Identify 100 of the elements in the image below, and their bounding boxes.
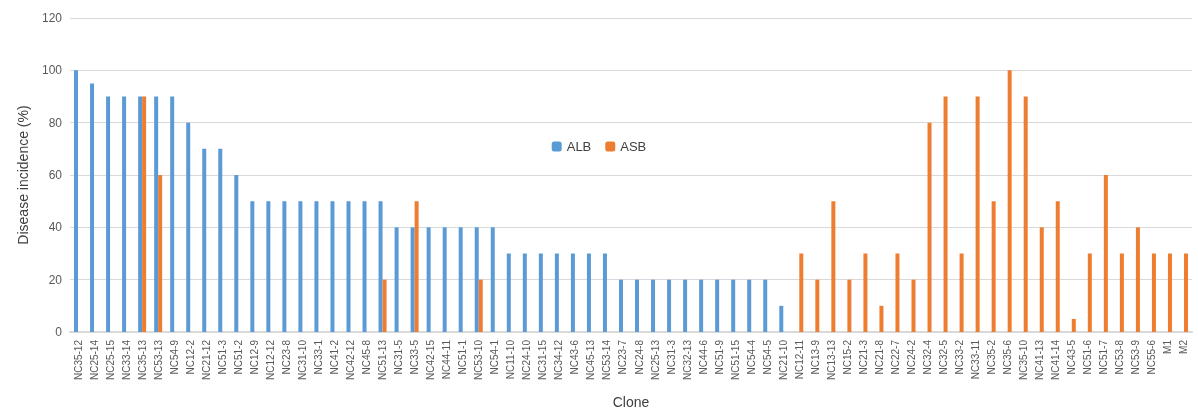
bar bbox=[330, 201, 335, 332]
x-tick-label: NC24-8 bbox=[633, 339, 645, 375]
bar bbox=[458, 227, 463, 332]
x-tick-label: NC12-2 bbox=[184, 339, 196, 375]
bar bbox=[154, 96, 159, 332]
x-tick-label: NC51-6 bbox=[1082, 339, 1094, 375]
bar bbox=[747, 279, 752, 332]
x-tick-label: NC11-10 bbox=[505, 339, 517, 380]
bar bbox=[234, 175, 239, 332]
x-tick-label: NC33-1 bbox=[312, 339, 324, 375]
bar bbox=[799, 253, 804, 332]
x-tick-label: NC44-11 bbox=[441, 339, 453, 380]
x-tick-label: NC51-2 bbox=[232, 339, 244, 375]
bar bbox=[90, 83, 95, 332]
bar bbox=[346, 201, 351, 332]
x-tick-label: NC12-12 bbox=[264, 339, 276, 381]
bar bbox=[1103, 175, 1108, 332]
y-axis-title: Disease incidence (%) bbox=[15, 105, 31, 245]
x-tick-label: NC21-10 bbox=[777, 339, 789, 381]
x-tick-label: NC32-5 bbox=[938, 339, 950, 375]
bar bbox=[943, 96, 948, 332]
bar bbox=[394, 227, 399, 332]
x-tick-label: NC31-15 bbox=[537, 339, 549, 381]
bar bbox=[202, 148, 207, 332]
x-tick-label: NC42-12 bbox=[345, 339, 356, 381]
x-tick-label: NC53-8 bbox=[1114, 339, 1126, 375]
x-tick-label: NC32-13 bbox=[681, 339, 693, 381]
x-tick-label: NC45-13 bbox=[585, 339, 597, 381]
bar bbox=[414, 201, 419, 332]
bar bbox=[1183, 253, 1188, 332]
bar bbox=[474, 227, 479, 332]
y-tick-label: 100 bbox=[41, 63, 63, 78]
bar bbox=[158, 175, 163, 332]
bar bbox=[298, 201, 303, 332]
bar bbox=[1087, 253, 1092, 332]
x-tick-label: NC53-9 bbox=[1130, 339, 1142, 375]
x-tick-label: NC53-10 bbox=[473, 339, 485, 381]
bar bbox=[1119, 253, 1124, 332]
bar bbox=[1039, 227, 1044, 332]
x-tick-label: NC32-4 bbox=[922, 339, 934, 375]
x-tick-label: NC41-2 bbox=[328, 339, 340, 375]
x-tick-label: NC35-2 bbox=[986, 339, 998, 375]
x-tick-label: NC23-7 bbox=[617, 339, 629, 375]
bar bbox=[651, 279, 656, 332]
x-tick-label: NC33-11 bbox=[970, 339, 982, 380]
x-tick-label: NC53-13 bbox=[152, 339, 164, 381]
x-tick-label: NC33-2 bbox=[954, 339, 966, 375]
x-tick-label: NC15-2 bbox=[841, 339, 853, 375]
y-tick-label: 120 bbox=[41, 11, 63, 25]
x-tick-label: NC31-5 bbox=[393, 339, 405, 375]
x-axis-title: Clone bbox=[612, 394, 650, 410]
x-tick-label: NC54-9 bbox=[168, 339, 180, 375]
bar bbox=[683, 279, 688, 332]
x-tick-label: NC24-2 bbox=[906, 339, 917, 375]
bar bbox=[266, 201, 271, 332]
x-tick-label: NC25-13 bbox=[649, 339, 661, 381]
bar bbox=[1023, 96, 1028, 332]
x-tick-label: NC35-12 bbox=[72, 339, 84, 381]
x-tick-label: NC25-15 bbox=[104, 339, 116, 381]
bar bbox=[815, 279, 820, 332]
bar bbox=[731, 279, 736, 332]
bar bbox=[282, 201, 287, 332]
x-tick-label: NC21-12 bbox=[200, 339, 212, 381]
legend-label: ASB bbox=[620, 139, 647, 154]
bar bbox=[618, 279, 623, 332]
bar bbox=[426, 227, 431, 332]
x-tick-label: NC43-5 bbox=[1066, 339, 1078, 375]
x-tick-label: NC55-6 bbox=[1146, 339, 1158, 375]
x-tick-label: NC41-13 bbox=[1034, 339, 1046, 381]
bar bbox=[538, 253, 543, 332]
y-tick-label: 80 bbox=[48, 115, 63, 130]
bar bbox=[927, 122, 932, 332]
x-tick-label: NC25-14 bbox=[88, 339, 100, 381]
bar bbox=[635, 279, 640, 332]
x-tick-label: NC51-9 bbox=[713, 339, 725, 375]
bar bbox=[959, 253, 964, 332]
x-tick-label: M2 bbox=[1178, 339, 1190, 354]
bar bbox=[1007, 70, 1012, 332]
bar bbox=[106, 96, 111, 332]
bar bbox=[506, 253, 511, 332]
bar bbox=[667, 279, 672, 332]
x-tick-label: NC43-6 bbox=[569, 339, 581, 375]
y-tick-label: 60 bbox=[48, 168, 63, 182]
bar bbox=[74, 70, 79, 332]
bar bbox=[847, 279, 852, 332]
x-tick-label: NC33-14 bbox=[120, 339, 132, 381]
bar bbox=[715, 279, 720, 332]
bar bbox=[490, 227, 495, 332]
x-tick-label: NC23-8 bbox=[280, 339, 292, 375]
bar bbox=[975, 96, 980, 332]
bar bbox=[170, 96, 175, 332]
x-tick-label: NC35-13 bbox=[136, 339, 148, 381]
x-tick-label: NC51-15 bbox=[729, 339, 741, 381]
x-tick-label: NC51-1 bbox=[457, 339, 469, 375]
x-tick-label: NC41-14 bbox=[1050, 339, 1062, 381]
bar bbox=[378, 201, 383, 332]
bar bbox=[991, 201, 996, 332]
x-tick-label: NC35-10 bbox=[1018, 339, 1030, 381]
bar bbox=[602, 253, 607, 332]
x-tick-label: NC53-14 bbox=[601, 339, 613, 381]
